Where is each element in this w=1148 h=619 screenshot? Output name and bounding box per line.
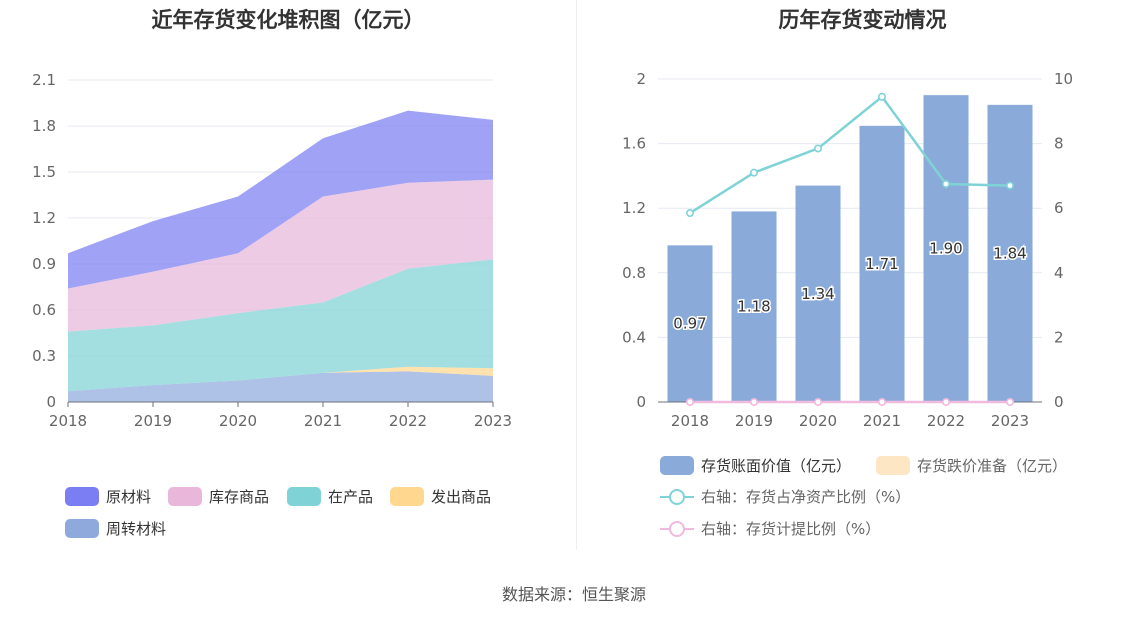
x-tick-label: 2020: [219, 412, 257, 430]
data-source-note: 数据来源：恒生聚源: [501, 585, 646, 604]
y2-tick-label: 4: [1054, 264, 1064, 282]
line-point: [941, 397, 950, 406]
y2-tick-label: 6: [1054, 199, 1064, 217]
y-tick-label: 2.1: [32, 71, 56, 89]
legend-swatch: [660, 456, 694, 475]
y-tick-label: 0: [46, 393, 56, 411]
y2-tick-label: 2: [1054, 328, 1064, 346]
line-point: [686, 397, 695, 406]
right-chart-panel: 历年存货变动情况 0 0.4 0.8 1.2 1.6 2 0 2 4 6 8 10 2018 2019 20…: [577, 0, 1148, 550]
bar: [667, 245, 713, 402]
line-point: [686, 209, 695, 218]
line-point: [750, 168, 759, 177]
x-tick-label: 2020: [799, 412, 837, 430]
x-tick-label: 2018: [671, 412, 709, 430]
legend-swatch: [65, 487, 99, 506]
legend-label: 右轴：存货占净资产比例（%）: [701, 488, 910, 506]
bar-value-label: 0.97: [673, 315, 706, 333]
area-周转材料: [68, 371, 493, 402]
legend-label: 发出商品: [431, 488, 491, 506]
legend-label: 存货跌价准备（亿元）: [917, 457, 1067, 475]
x-tick-label: 2022: [389, 412, 427, 430]
right-chart-title: 历年存货变动情况: [778, 8, 947, 32]
y-tick-label: 0.6: [32, 301, 56, 319]
line-point: [750, 397, 759, 406]
x-tick-label: 2021: [863, 412, 901, 430]
area-发出商品: [68, 366, 493, 392]
legend-swatch: [287, 487, 321, 506]
area-在产品: [68, 259, 493, 392]
legend-swatch: [876, 456, 910, 475]
legend-swatch: [168, 487, 202, 506]
bar: [923, 95, 969, 403]
bar: [731, 211, 777, 402]
y2-tick-label: 8: [1054, 135, 1064, 153]
legend-swatch: [390, 487, 424, 506]
y-tick-label: 0.3: [32, 347, 56, 365]
y-tick-label: 0.4: [622, 328, 646, 346]
y-tick-label: 1.2: [32, 209, 56, 227]
y-tick-label: 1.2: [622, 199, 646, 217]
stacked-area-chart: 0 0.3 0.6 0.9 1.2 1.5 1.8 2.1 2018 2019 2020 2021 20…: [32, 71, 512, 538]
line-point: [814, 144, 823, 153]
left-chart-panel: 近年存货变化堆积图（亿元） 0 0.3 0.6 0.9 1.2 1.5 1.8 2.1 2018…: [0, 0, 576, 550]
bar-value-label: 1.84: [993, 244, 1026, 262]
x-tick-label: 2018: [49, 412, 87, 430]
x-tick-label: 2023: [991, 412, 1029, 430]
legend-label: 存货账面价值（亿元）: [701, 457, 851, 475]
line-point: [814, 397, 823, 406]
line-point: [877, 92, 886, 101]
y-tick-label: 0: [636, 393, 646, 411]
y-tick-label: 1.5: [32, 163, 56, 181]
panel-divider: [576, 0, 577, 550]
x-tick-label: 2022: [927, 412, 965, 430]
y-tick-label: 2: [636, 70, 646, 88]
y2-tick-label: 10: [1054, 70, 1073, 88]
x-tick-label: 2019: [134, 412, 172, 430]
line-point: [877, 397, 886, 406]
line-point: [941, 179, 950, 188]
bar-value-label: 1.71: [865, 255, 898, 273]
y2-tick-label: 0: [1054, 393, 1064, 411]
legend-label: 原材料: [106, 488, 151, 506]
legend-label: 右轴：存货计提比例（%）: [701, 520, 880, 538]
y-tick-label: 0.8: [622, 264, 646, 282]
line-series: [689, 94, 1011, 215]
bar: [859, 125, 905, 403]
legend-marker: [669, 489, 685, 505]
x-tick-label: 2023: [474, 412, 512, 430]
legend-label: 周转材料: [106, 520, 166, 538]
legend-label: 库存商品: [209, 488, 269, 506]
bar: [795, 185, 841, 402]
line-point: [1005, 181, 1014, 190]
area-原材料: [68, 110, 493, 289]
y-tick-label: 1.8: [32, 117, 56, 135]
bar-value-label: 1.34: [801, 285, 834, 303]
bar-line-chart: 0 0.4 0.8 1.2 1.6 2 0 2 4 6 8 10 2018 2019 2020 2021 202…: [622, 70, 1073, 538]
y-tick-label: 0.9: [32, 255, 56, 273]
x-tick-label: 2021: [304, 412, 342, 430]
legend-swatch: [65, 519, 99, 538]
left-chart-title: 近年存货变化堆积图（亿元）: [151, 8, 425, 32]
y-tick-label: 1.6: [622, 135, 646, 153]
line-point: [1005, 397, 1014, 406]
legend-marker: [669, 521, 685, 537]
area-库存商品: [68, 179, 493, 332]
legend-label: 在产品: [328, 488, 373, 506]
bar-value-label: 1.90: [929, 240, 962, 258]
x-tick-label: 2019: [735, 412, 773, 430]
bar-value-label: 1.18: [737, 298, 770, 316]
bar: [987, 104, 1033, 402]
